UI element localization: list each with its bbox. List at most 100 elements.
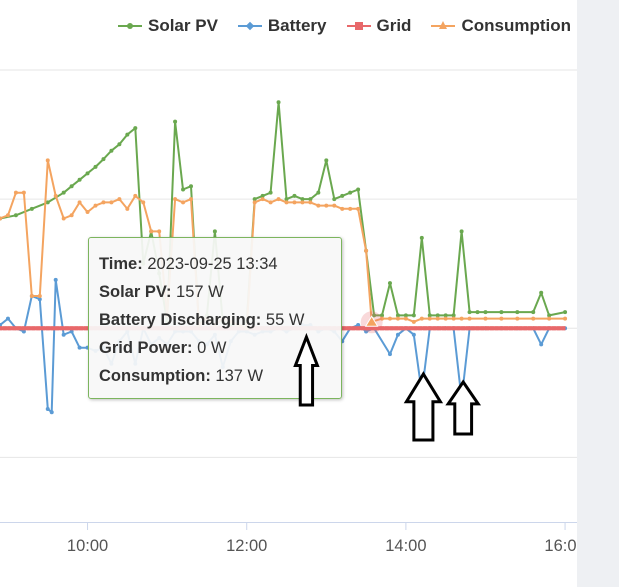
tooltip-time: Time: 2023-09-25 13:34 [99, 255, 278, 273]
grid-point [504, 326, 509, 331]
data-point [268, 200, 273, 205]
data-point [459, 229, 464, 234]
data-point [181, 200, 186, 205]
legend-item-battery[interactable]: Battery [237, 16, 327, 36]
data-point [101, 200, 106, 205]
grid-point [518, 326, 523, 331]
data-point [395, 316, 400, 321]
grid-point [480, 326, 485, 331]
data-point [0, 216, 2, 221]
grid-point [465, 326, 470, 331]
data-point [427, 313, 432, 318]
data-point [69, 213, 74, 218]
data-point [459, 397, 464, 402]
data-point [411, 313, 416, 318]
data-point [387, 352, 392, 357]
data-point [419, 235, 424, 240]
data-point [380, 313, 385, 318]
data-point [53, 193, 58, 198]
series-solar-pv [0, 100, 568, 331]
data-point [435, 313, 440, 318]
data-point [459, 316, 464, 321]
data-point [268, 190, 273, 195]
legend-swatch-solar [117, 20, 142, 32]
scrollbar-track[interactable] [577, 0, 619, 587]
data-point [411, 319, 416, 324]
grid-point [408, 326, 413, 331]
data-point [117, 197, 122, 202]
data-point [109, 200, 114, 205]
data-point [45, 200, 50, 205]
data-point [252, 197, 257, 202]
legend-item-solar[interactable]: Solar PV [117, 16, 218, 36]
x-tick-label-0: 10:00 [67, 537, 108, 555]
data-point [356, 323, 361, 328]
data-point [85, 210, 90, 215]
grid-point [399, 326, 404, 331]
tooltip: Time: 2023-09-25 13:34 Solar PV: 157 W B… [88, 237, 342, 399]
data-point [340, 206, 345, 211]
data-point [380, 316, 385, 321]
grid-point [79, 326, 84, 331]
grid-point [470, 326, 475, 331]
highlight-triangle [364, 315, 379, 327]
grid-point [50, 326, 55, 331]
grid-point [547, 326, 552, 331]
grid-point [446, 326, 451, 331]
data-point [419, 316, 424, 321]
grid-point [74, 326, 79, 331]
data-point [451, 316, 456, 321]
grid-point [499, 326, 504, 331]
data-point [69, 184, 74, 189]
data-point [157, 229, 162, 234]
data-point [109, 148, 114, 153]
legend-item-consumption[interactable]: Consumption [431, 16, 571, 36]
data-point [49, 410, 54, 415]
data-point [435, 316, 440, 321]
data-point [483, 316, 488, 321]
data-point [443, 316, 448, 321]
data-point [387, 316, 392, 321]
tooltip-grid: Grid Power: 0 W [99, 339, 227, 357]
grid-point [523, 326, 528, 331]
x-tick-label-1: 12:00 [226, 537, 267, 555]
x-axis: 10:00 12:00 14:00 16:00 [0, 522, 586, 555]
data-point [252, 200, 257, 205]
data-point [21, 329, 26, 334]
data-point [443, 313, 448, 318]
data-point [387, 281, 392, 286]
data-point [276, 100, 281, 105]
grid-point [537, 326, 542, 331]
data-point [61, 216, 66, 221]
data-point [69, 329, 74, 334]
data-point [149, 229, 154, 234]
data-point [324, 203, 329, 208]
grid-point [556, 326, 561, 331]
grid-point [26, 326, 31, 331]
grid-point [356, 326, 361, 331]
data-point [77, 345, 82, 350]
data-point [61, 332, 66, 337]
data-point [364, 329, 369, 334]
data-point [125, 206, 130, 211]
data-point [5, 316, 10, 321]
data-point [531, 316, 536, 321]
grid-point [7, 326, 12, 331]
grid-point [36, 326, 41, 331]
tooltip-solar: Solar PV: 157 W [99, 283, 224, 301]
grid-point [442, 326, 447, 331]
grid-point [494, 326, 499, 331]
data-point [77, 177, 82, 182]
x-tick-label-3: 16:00 [544, 537, 585, 555]
data-point [403, 313, 408, 318]
data-point [419, 390, 424, 395]
data-point [37, 297, 42, 302]
data-point [563, 316, 568, 321]
data-point [499, 316, 504, 321]
data-point [117, 142, 122, 147]
grid-point [418, 326, 423, 331]
data-point [547, 316, 552, 321]
legend-item-grid[interactable]: Grid [346, 16, 411, 36]
data-point [133, 193, 138, 198]
data-point [29, 206, 34, 211]
